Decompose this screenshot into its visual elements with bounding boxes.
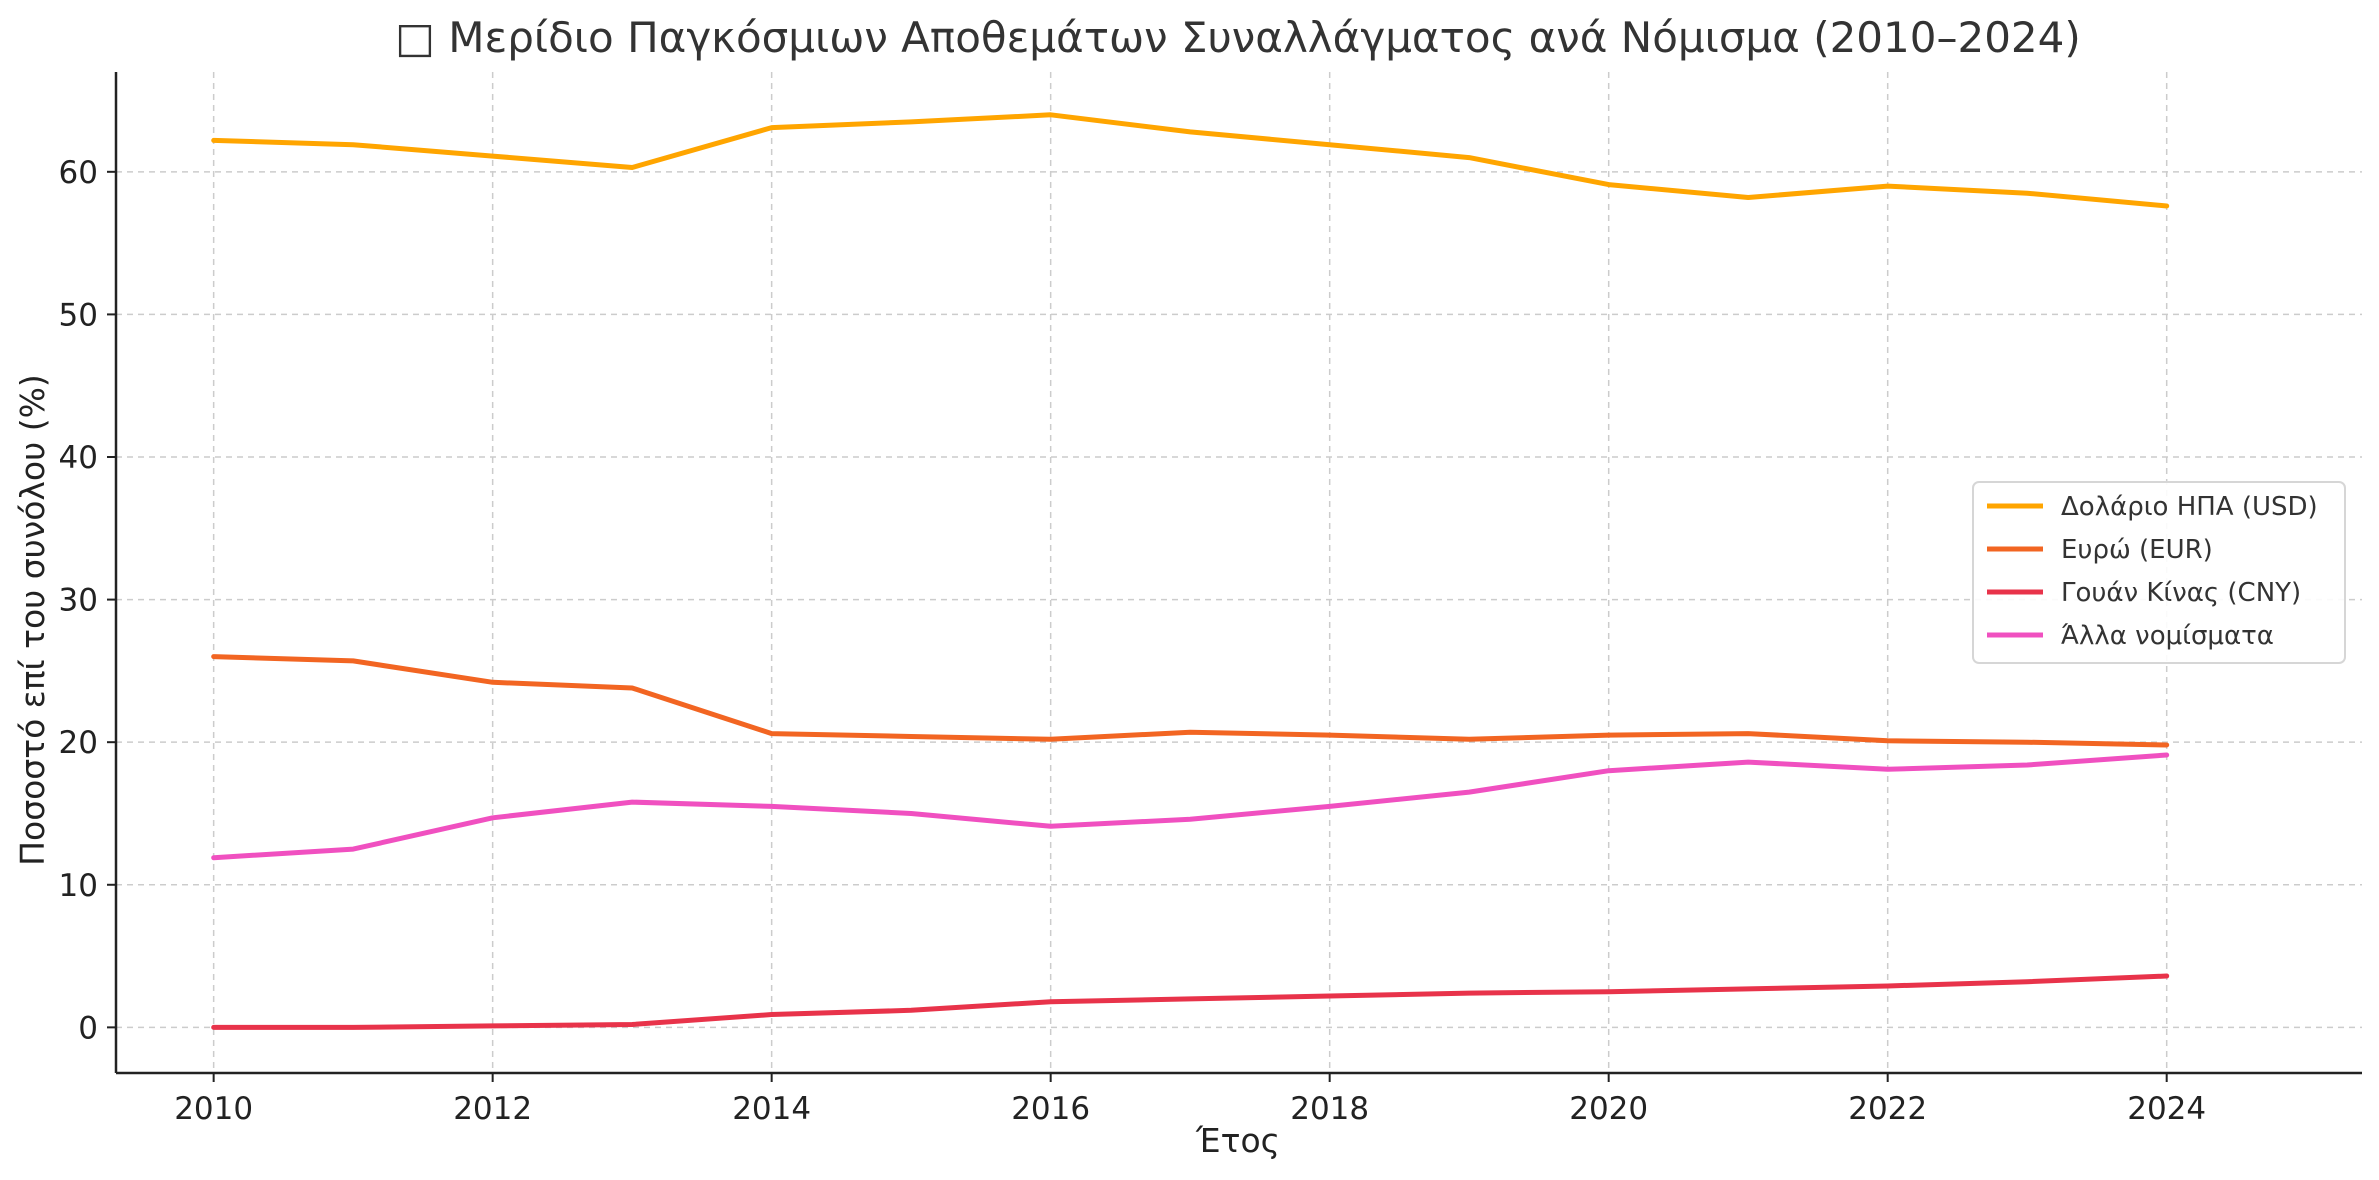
y-tick-label: 0 <box>78 1010 98 1046</box>
x-tick-label: 2016 <box>1011 1091 1090 1127</box>
legend-label: Άλλα νομίσματα <box>2061 621 2274 651</box>
x-tick-label: 2020 <box>1569 1091 1648 1127</box>
x-tick-label: 2018 <box>1290 1091 1369 1127</box>
series-line <box>211 973 2170 1030</box>
x-tick-label: 2012 <box>453 1091 532 1127</box>
legend-label: Γουάν Κίνας (CNY) <box>2061 578 2301 608</box>
axes <box>114 72 2362 1075</box>
y-axis-label: Ποσοστό επί του συνόλου (%) <box>13 374 52 866</box>
legend-box <box>1972 481 2346 664</box>
legend: Δολάριο ΗΠΑ (USD) Ευρώ (EUR) Γουάν Κίνας (… <box>1972 481 2346 664</box>
y-tick-label: 10 <box>59 868 98 904</box>
y-tick-label: 40 <box>59 440 98 476</box>
series-line <box>211 752 2170 861</box>
x-axis-label: Έτος <box>1195 1121 1280 1160</box>
x-tick-label: 2024 <box>2127 1091 2206 1127</box>
y-tick-label: 60 <box>59 155 98 191</box>
legend-label: Δολάριο ΗΠΑ (USD) <box>2061 492 2318 522</box>
y-ticks: 0 10 20 30 40 50 60 <box>59 155 116 1046</box>
y-tick-label: 20 <box>59 725 98 761</box>
title-icon: □ <box>395 13 435 62</box>
x-tick-label: 2014 <box>732 1091 811 1127</box>
x-tick-label: 2022 <box>1848 1091 1927 1127</box>
y-tick-label: 30 <box>59 583 98 619</box>
chart-title-text: Μερίδιο Παγκόσμιων Αποθεμάτων Συναλλάγμα… <box>448 13 2080 62</box>
x-ticks: 2010 2012 2014 2016 2018 2020 2022 2024 <box>174 1073 2206 1127</box>
y-tick-label: 50 <box>59 297 98 333</box>
x-tick-label: 2010 <box>174 1091 253 1127</box>
chart-title: □ Μερίδιο Παγκόσμιων Αποθεμάτων Συναλλάγ… <box>395 13 2081 62</box>
series-line <box>211 112 2170 209</box>
series-line <box>211 654 2170 748</box>
series-lines <box>211 112 2170 1030</box>
legend-label: Ευρώ (EUR) <box>2061 535 2213 565</box>
